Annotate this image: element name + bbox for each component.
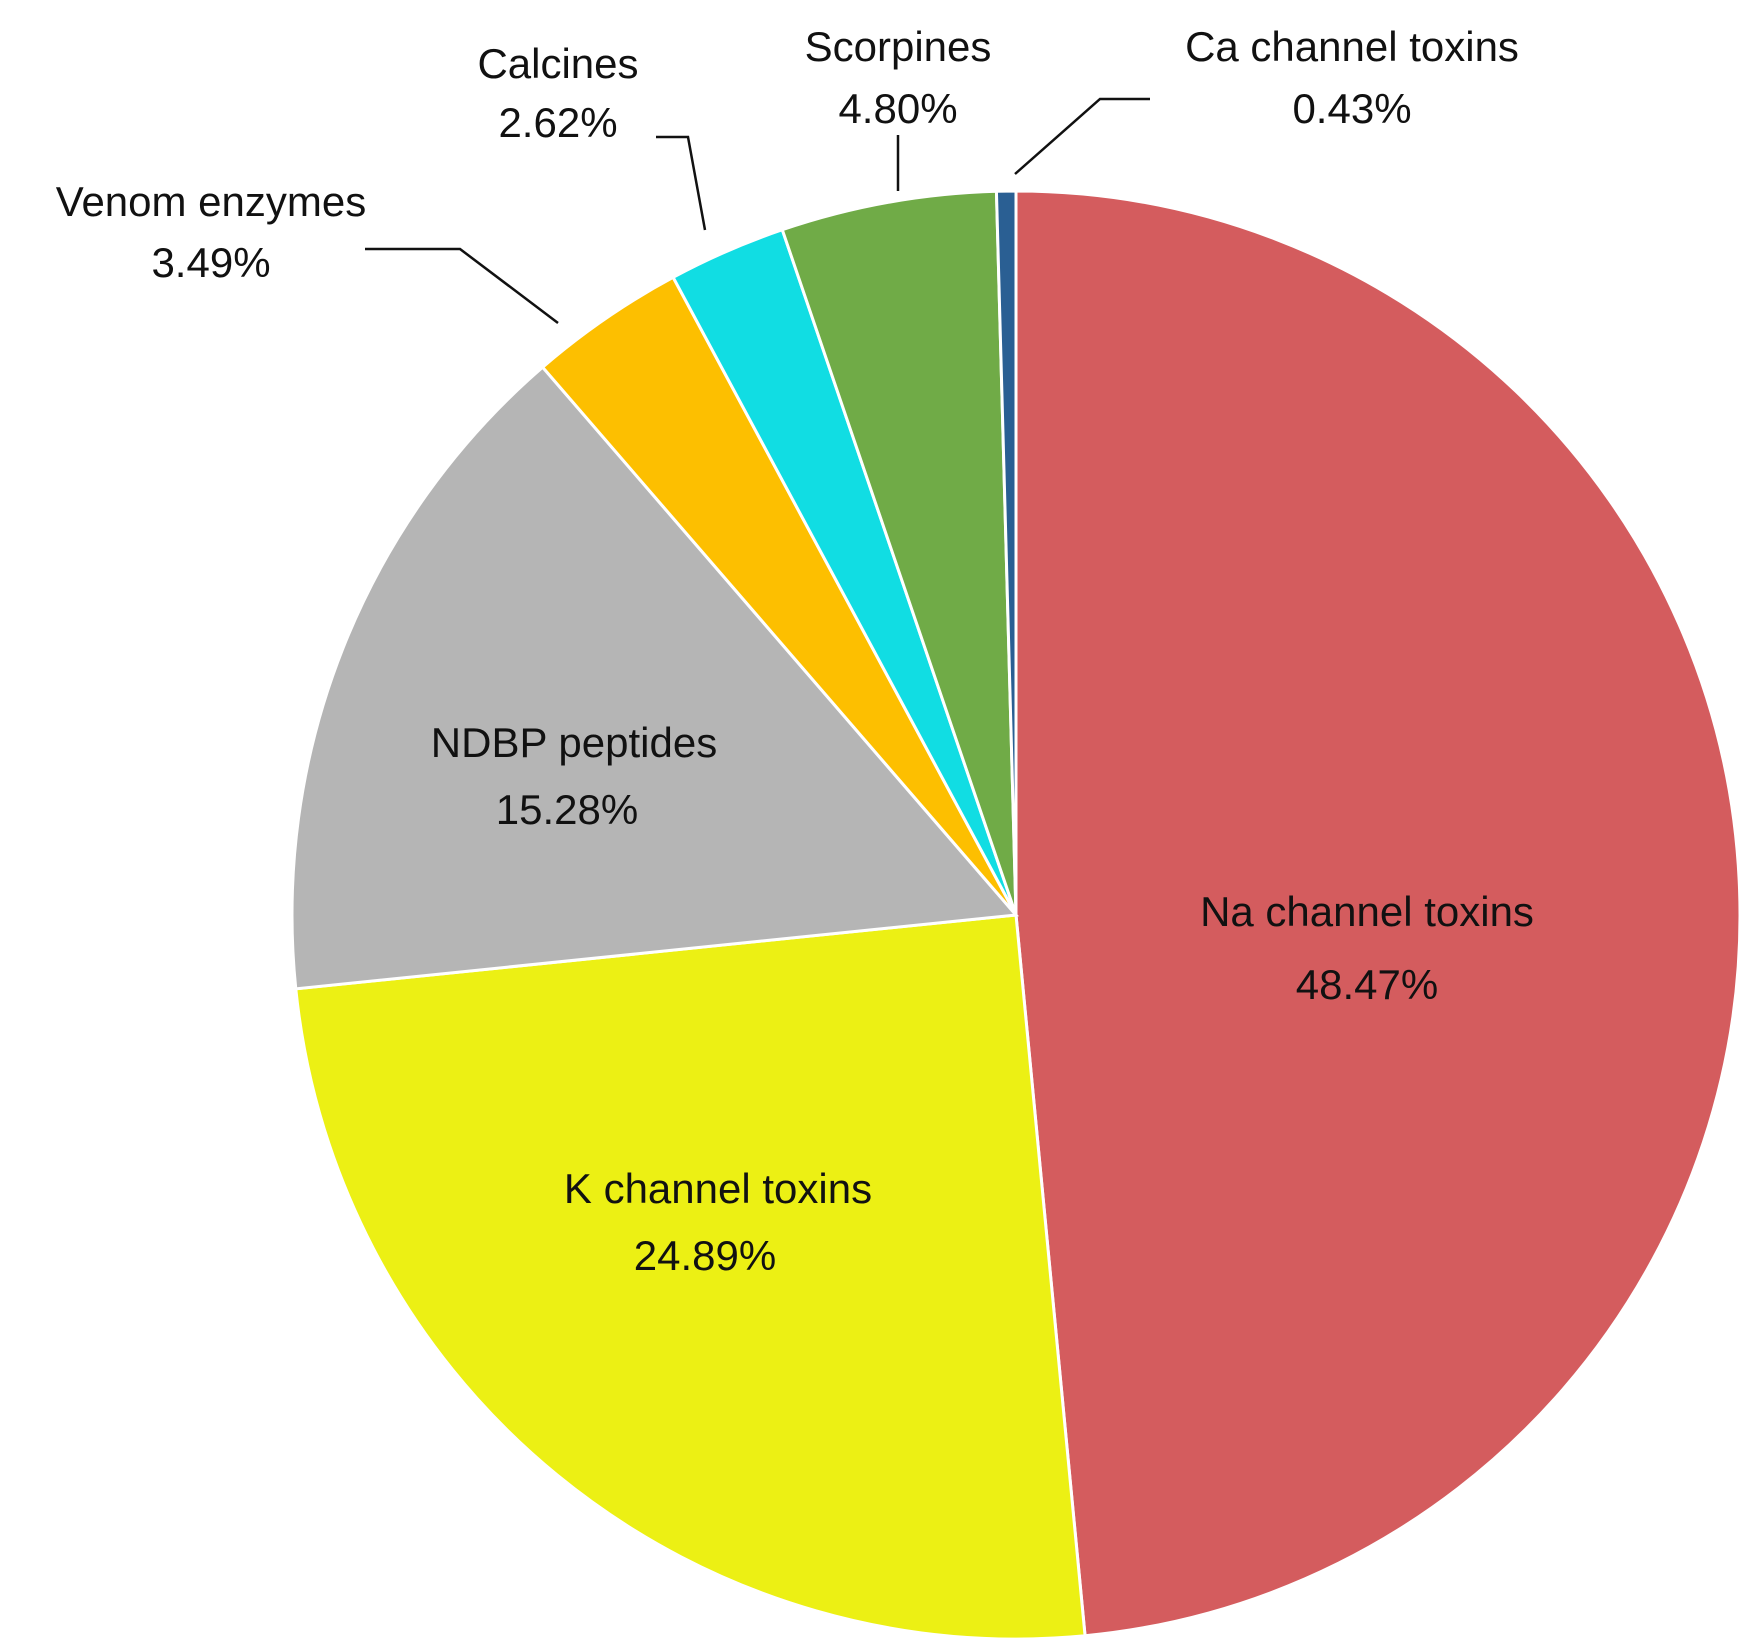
leader-line (365, 247, 559, 324)
slice-label: Venom enzymes (56, 178, 367, 225)
leader-line (1014, 97, 1150, 175)
slice-value-label: 3.49% (151, 239, 270, 286)
slice-value-label: 0.43% (1292, 85, 1411, 132)
pie-slice (780, 189, 1018, 916)
slice-label: NDBP peptides (431, 719, 717, 766)
slice-value-label: 2.62% (498, 99, 617, 146)
slice-label: Calcines (477, 40, 638, 87)
pie-slice (1014, 189, 1742, 1638)
slice-label: Ca channel toxins (1185, 23, 1519, 70)
pie-slice (294, 913, 1087, 1641)
slice-value-label: 48.47% (1296, 961, 1438, 1008)
leader-line (656, 135, 707, 231)
pie-slice (994, 189, 1018, 916)
slice-label: Na channel toxins (1200, 888, 1534, 935)
slice-label: K channel toxins (564, 1165, 872, 1212)
slice-value-label: 24.89% (634, 1232, 776, 1279)
slice-value-label: 15.28% (496, 786, 638, 833)
slice-value-label: 4.80% (838, 85, 957, 132)
slice-label: Scorpines (805, 23, 992, 70)
pie-slice (290, 365, 1020, 991)
